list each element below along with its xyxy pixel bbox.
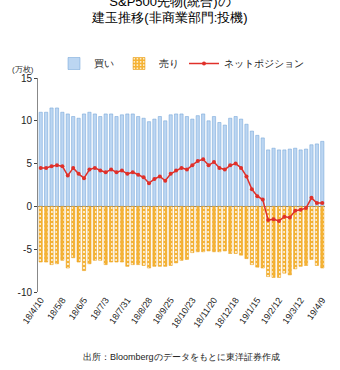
svg-text:-10: -10	[18, 287, 33, 298]
svg-text:15: 15	[21, 73, 33, 84]
svg-text:18/4/10: 18/4/10	[21, 295, 46, 325]
svg-text:18/8/28: 18/8/28	[129, 295, 154, 325]
svg-text:18/7/3: 18/7/3	[88, 295, 111, 321]
svg-text:ネットポジション: ネットポジション	[224, 58, 304, 69]
svg-text:18/9/25: 18/9/25	[151, 295, 176, 325]
svg-text:(万枚): (万枚)	[12, 65, 34, 74]
svg-text:19/4/9: 19/4/9	[305, 295, 328, 321]
svg-text:出所：Bloombergのデータをもとに東洋証券作成: 出所：Bloombergのデータをもとに東洋証券作成	[83, 352, 280, 362]
svg-text:売り: 売り	[159, 58, 179, 69]
svg-text:19/2/12: 19/2/12	[259, 295, 284, 325]
svg-text:18/10/23: 18/10/23	[169, 295, 197, 329]
svg-text:5: 5	[26, 158, 32, 169]
svg-text:18/12/18: 18/12/18	[213, 295, 241, 329]
svg-text:10: 10	[21, 115, 33, 126]
svg-text:18/7/31: 18/7/31	[107, 295, 132, 325]
svg-text:19/3/12: 19/3/12	[281, 295, 306, 325]
svg-text:19/1/15: 19/1/15	[237, 295, 262, 325]
svg-text:0: 0	[26, 201, 32, 212]
svg-text:18/11/20: 18/11/20	[191, 295, 219, 329]
svg-text:S&P500先物(統合)の建玉推移(非商業部門:投機): S&P500先物(統合)の建玉推移(非商業部門:投機)	[91, 0, 247, 25]
svg-text:-5: -5	[23, 244, 32, 255]
svg-text:18/6/5: 18/6/5	[67, 295, 90, 321]
svg-text:買い: 買い	[94, 58, 114, 69]
svg-text:18/5/8: 18/5/8	[45, 295, 68, 321]
